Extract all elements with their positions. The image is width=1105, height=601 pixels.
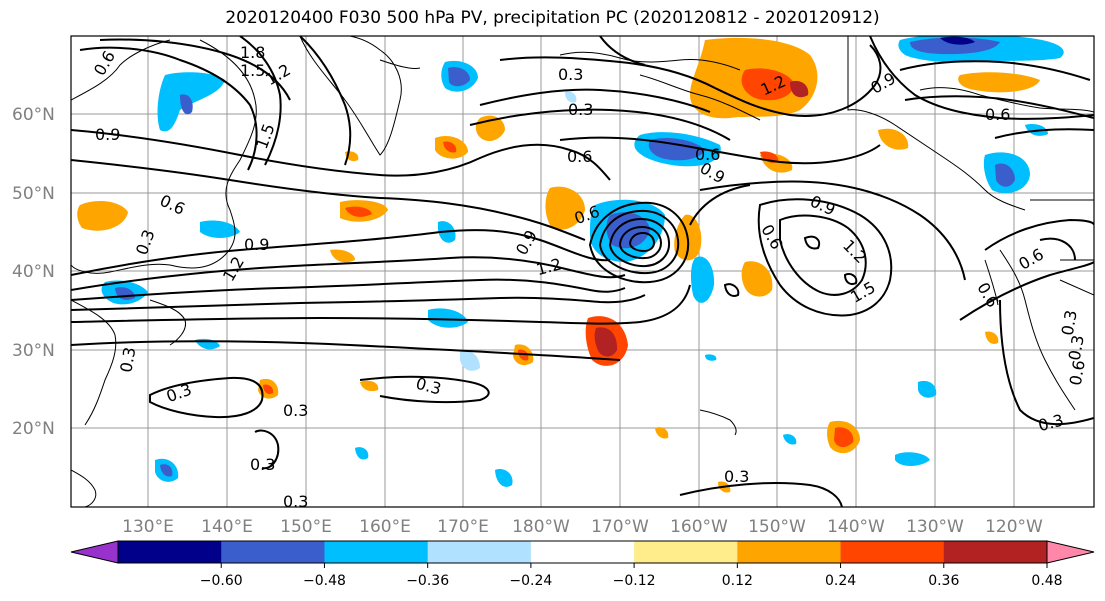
contour-label: 0.6 bbox=[567, 147, 592, 166]
lat-label: 50°N bbox=[12, 184, 55, 204]
contour-label: 1.8 bbox=[240, 43, 265, 62]
map-frame bbox=[70, 35, 1095, 508]
lon-label: 150°E bbox=[280, 517, 332, 537]
lon-label: 160°W bbox=[670, 517, 728, 537]
precip-positive-shading bbox=[77, 37, 1040, 493]
lon-label: 120°W bbox=[985, 517, 1043, 537]
lon-label: 130°W bbox=[906, 517, 964, 537]
colorbar-tick-label: −0.24 bbox=[509, 573, 552, 589]
colorbar-cell bbox=[427, 541, 532, 563]
colorbar-frame bbox=[117, 540, 1048, 564]
contour-label: 0.6 bbox=[985, 105, 1010, 124]
colorbar-cell bbox=[943, 541, 1048, 563]
contour-label: 0.6 bbox=[1066, 359, 1089, 387]
contour-label: 0.6 bbox=[695, 145, 720, 164]
pv-contours bbox=[71, 36, 1094, 507]
colorbar-left-extension bbox=[70, 540, 119, 564]
lon-label: 180°W bbox=[512, 517, 570, 537]
contour-label: 1.5 bbox=[240, 61, 265, 80]
contour-label: 0.3 bbox=[724, 467, 749, 486]
contour-label: 0.3 bbox=[1065, 334, 1088, 362]
graticule bbox=[71, 36, 1094, 507]
contour-label: 0.3 bbox=[116, 346, 139, 374]
lon-label: 140°E bbox=[201, 517, 253, 537]
colorbar-tick-label: 0.12 bbox=[722, 573, 753, 589]
latitude-labels: 60°N 50°N 40°N 30°N 20°N bbox=[12, 105, 55, 439]
colorbar-cell bbox=[530, 541, 635, 563]
colorbar-tick-label: 0.36 bbox=[928, 573, 959, 589]
contour-label: 0.9 bbox=[95, 125, 120, 144]
contour-label: 0.3 bbox=[283, 401, 308, 420]
contour-label: 0.3 bbox=[568, 100, 593, 119]
lon-label: 150°W bbox=[748, 517, 806, 537]
colorbar-tick-label: −0.36 bbox=[406, 573, 449, 589]
contour-label: 0.3 bbox=[283, 492, 308, 511]
coastlines bbox=[71, 36, 1094, 507]
contour-label: 0.3 bbox=[558, 65, 583, 84]
contour-label: 0.9 bbox=[244, 235, 269, 254]
lat-label: 30°N bbox=[12, 341, 55, 361]
lon-label: 170°W bbox=[591, 517, 649, 537]
lon-label: 170°E bbox=[437, 517, 489, 537]
lat-label: 60°N bbox=[12, 105, 55, 125]
colorbar: −0.60 −0.48 −0.36 −0.24 −0.12 0.12 0.24 0.36 0.4… bbox=[70, 540, 1095, 589]
lat-label: 40°N bbox=[12, 262, 55, 282]
colorbar-tick-label: −0.60 bbox=[200, 573, 243, 589]
map-title: 2020120400 F030 500 hPa PV, precipitatio… bbox=[225, 8, 880, 28]
contour-label: 0.3 bbox=[250, 455, 275, 474]
colorbar-tick-label: −0.12 bbox=[613, 573, 656, 589]
lon-label: 130°E bbox=[122, 517, 174, 537]
colorbar-right-extension bbox=[1046, 540, 1095, 564]
lon-label: 140°W bbox=[827, 517, 885, 537]
lat-label: 20°N bbox=[12, 419, 55, 439]
colorbar-tick-label: 0.24 bbox=[825, 573, 856, 589]
longitude-labels: 130°E 140°E 150°E 160°E 170°E 180°W 170°… bbox=[122, 517, 1043, 537]
colorbar-cell bbox=[840, 541, 945, 563]
colorbar-cell bbox=[118, 541, 222, 563]
colorbar-cell bbox=[221, 541, 325, 563]
colorbar-cell bbox=[324, 541, 429, 563]
colorbar-tick-label: −0.48 bbox=[303, 573, 346, 589]
lon-label: 160°E bbox=[359, 517, 411, 537]
colorbar-tick-label: 0.48 bbox=[1031, 573, 1062, 589]
contour-label: 0.3 bbox=[1058, 309, 1081, 337]
colorbar-cell bbox=[634, 541, 738, 563]
colorbar-cell bbox=[737, 541, 842, 563]
